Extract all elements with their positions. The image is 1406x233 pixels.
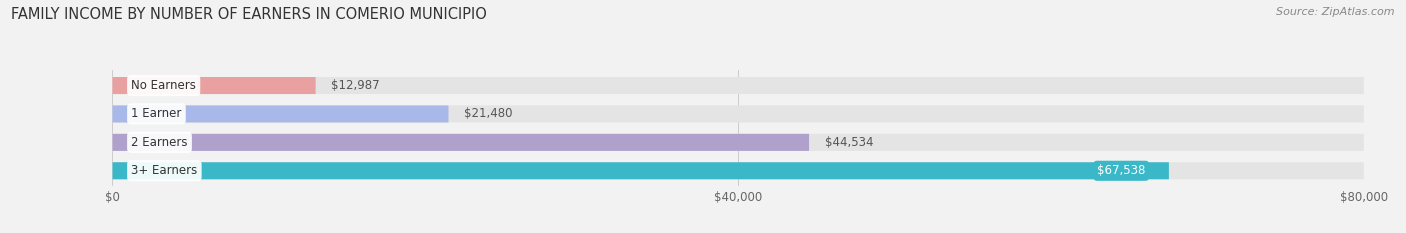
Text: $21,480: $21,480 — [464, 107, 513, 120]
Text: FAMILY INCOME BY NUMBER OF EARNERS IN COMERIO MUNICIPIO: FAMILY INCOME BY NUMBER OF EARNERS IN CO… — [11, 7, 486, 22]
Text: $67,538: $67,538 — [1097, 164, 1146, 177]
FancyBboxPatch shape — [112, 162, 1168, 179]
Text: $44,534: $44,534 — [825, 136, 873, 149]
FancyBboxPatch shape — [112, 134, 808, 151]
FancyBboxPatch shape — [112, 105, 449, 123]
FancyBboxPatch shape — [112, 105, 1364, 123]
Text: 1 Earner: 1 Earner — [131, 107, 181, 120]
Text: 3+ Earners: 3+ Earners — [131, 164, 197, 177]
Text: $12,987: $12,987 — [332, 79, 380, 92]
FancyBboxPatch shape — [112, 134, 1364, 151]
Text: Source: ZipAtlas.com: Source: ZipAtlas.com — [1277, 7, 1395, 17]
Text: 2 Earners: 2 Earners — [131, 136, 188, 149]
Text: No Earners: No Earners — [131, 79, 195, 92]
FancyBboxPatch shape — [112, 77, 315, 94]
FancyBboxPatch shape — [112, 162, 1364, 179]
FancyBboxPatch shape — [112, 77, 1364, 94]
